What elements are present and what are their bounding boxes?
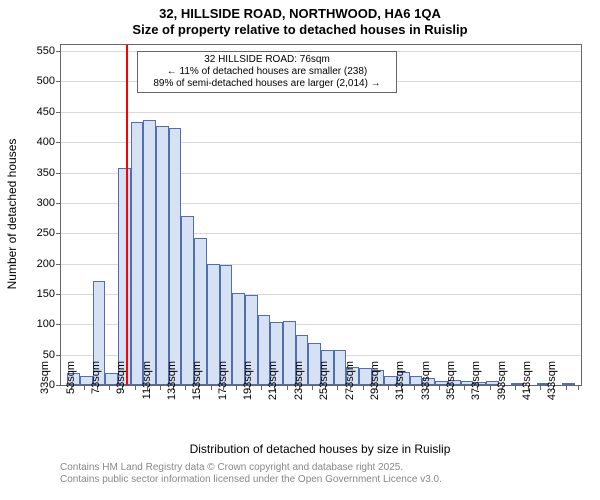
x-tick-mark xyxy=(439,385,440,390)
y-tick-label: 450 xyxy=(37,106,61,118)
histogram-bar xyxy=(156,126,169,385)
x-tick-label: 233sqm xyxy=(293,361,305,421)
x-tick-label: 113sqm xyxy=(141,361,153,421)
histogram-bar xyxy=(131,122,144,386)
y-tick-label: 550 xyxy=(37,45,61,57)
histogram-bar xyxy=(169,128,182,385)
x-tick-label: 173sqm xyxy=(217,361,229,421)
y-tick-label: 400 xyxy=(37,136,61,148)
y-axis-label: Number of detached houses xyxy=(5,139,19,290)
x-tick-mark xyxy=(185,385,186,390)
x-tick-mark xyxy=(312,385,313,390)
annotation-box: 32 HILLSIDE ROAD: 76sqm← 11% of detached… xyxy=(137,51,397,93)
chart-container: 32, HILLSIDE ROAD, NORTHWOOD, HA6 1QA Si… xyxy=(0,0,600,500)
attribution-text: Contains HM Land Registry data © Crown c… xyxy=(60,462,442,486)
x-tick-mark xyxy=(109,385,110,390)
y-tick-label: 50 xyxy=(43,349,61,361)
x-tick-mark xyxy=(540,385,541,390)
x-tick-mark xyxy=(566,385,567,390)
x-tick-mark xyxy=(464,385,465,390)
x-tick-label: 393sqm xyxy=(496,361,508,421)
y-tick-label: 200 xyxy=(37,258,61,270)
x-tick-label: 273sqm xyxy=(344,361,356,421)
x-tick-mark xyxy=(515,385,516,390)
x-tick-label: 53sqm xyxy=(65,361,77,421)
y-tick-label: 500 xyxy=(37,75,61,87)
x-tick-mark xyxy=(414,385,415,390)
x-tick-mark xyxy=(135,385,136,390)
x-tick-mark xyxy=(236,385,237,390)
x-tick-label: 193sqm xyxy=(242,361,254,421)
x-tick-label: 253sqm xyxy=(318,361,330,421)
histogram-bar xyxy=(562,383,575,385)
x-tick-label: 313sqm xyxy=(394,361,406,421)
x-tick-label: 413sqm xyxy=(521,361,533,421)
x-tick-label: 433sqm xyxy=(546,361,558,421)
annotation-line: ← 11% of detached houses are smaller (23… xyxy=(142,66,392,78)
x-tick-mark xyxy=(337,385,338,390)
x-tick-mark xyxy=(84,385,85,390)
x-tick-label: 133sqm xyxy=(166,361,178,421)
x-tick-mark xyxy=(578,385,579,390)
x-axis-label: Distribution of detached houses by size … xyxy=(190,442,451,456)
x-tick-label: 293sqm xyxy=(369,361,381,421)
x-tick-mark xyxy=(287,385,288,390)
annotation-line: 32 HILLSIDE ROAD: 76sqm xyxy=(142,54,392,66)
x-tick-mark xyxy=(261,385,262,390)
marker-line xyxy=(126,45,128,385)
chart-title: 32, HILLSIDE ROAD, NORTHWOOD, HA6 1QA xyxy=(0,0,600,22)
chart-subtitle: Size of property relative to detached ho… xyxy=(0,22,600,38)
x-tick-label: 373sqm xyxy=(470,361,482,421)
histogram-bar xyxy=(118,168,131,385)
y-tick-label: 100 xyxy=(37,318,61,330)
gridline xyxy=(61,112,581,113)
x-tick-mark xyxy=(160,385,161,390)
x-tick-label: 73sqm xyxy=(90,361,102,421)
x-tick-label: 333sqm xyxy=(420,361,432,421)
x-tick-label: 33sqm xyxy=(39,361,51,421)
plot-area: 05010015020025030035040045050055033sqm53… xyxy=(60,44,582,386)
y-tick-label: 250 xyxy=(37,227,61,239)
attribution-line: Contains public sector information licen… xyxy=(60,474,442,486)
histogram-bar xyxy=(143,120,156,385)
attribution-line: Contains HM Land Registry data © Crown c… xyxy=(60,462,442,474)
histogram-bar xyxy=(181,216,194,385)
x-tick-mark xyxy=(211,385,212,390)
x-tick-label: 213sqm xyxy=(267,361,279,421)
x-tick-label: 353sqm xyxy=(445,361,457,421)
x-tick-mark xyxy=(388,385,389,390)
y-tick-label: 300 xyxy=(37,197,61,209)
annotation-line: 89% of semi-detached houses are larger (… xyxy=(142,78,392,90)
x-tick-mark xyxy=(363,385,364,390)
y-tick-label: 350 xyxy=(37,167,61,179)
x-tick-label: 153sqm xyxy=(191,361,203,421)
y-tick-label: 150 xyxy=(37,288,61,300)
x-tick-mark xyxy=(490,385,491,390)
